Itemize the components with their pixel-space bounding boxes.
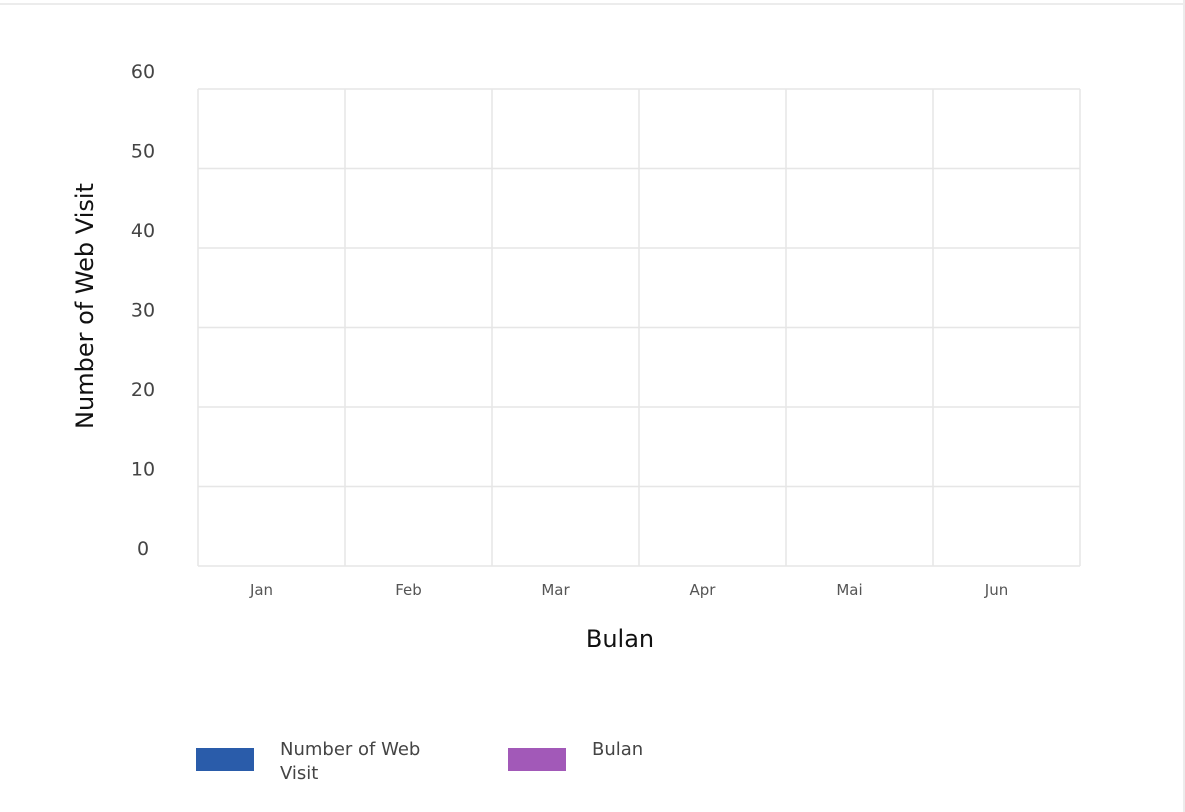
- x-tick-label: Jun: [984, 581, 1008, 599]
- legend-label: Number of Web Visit: [280, 739, 421, 784]
- right-border: [1183, 0, 1185, 812]
- y-tick-label: 20: [131, 379, 155, 401]
- legend-item-web-visit[interactable]: Number of Web Visit: [196, 738, 450, 786]
- y-tick-label: 50: [131, 141, 155, 163]
- x-tick-label: Jan: [249, 581, 273, 599]
- top-border: [0, 0, 1185, 5]
- y-axis-ticks: 0 10 20 30 40 50 60: [131, 61, 155, 560]
- x-tick-label: Apr: [690, 581, 717, 599]
- x-axis-title: Bulan: [586, 625, 654, 653]
- chart: 0 10 20 30 40 50 60 Jan Feb Mar Apr Mai Jun Number …: [71, 61, 1081, 653]
- x-tick-label: Mar: [541, 581, 570, 599]
- legend-swatch: [196, 748, 254, 771]
- x-tick-label: Feb: [395, 581, 422, 599]
- y-tick-label: 10: [131, 459, 155, 481]
- y-tick-label: 40: [131, 220, 155, 242]
- x-axis-ticks: Jan Feb Mar Apr Mai Jun: [249, 581, 1008, 599]
- chart-legend: Number of Web Visit Bulan: [196, 738, 728, 786]
- x-tick-label: Mai: [836, 581, 862, 599]
- y-axis-title: Number of Web Visit: [71, 183, 99, 429]
- legend-item-bulan[interactable]: Bulan: [508, 738, 672, 786]
- chart-grid: [197, 88, 1081, 567]
- legend-label: Bulan: [592, 739, 644, 760]
- y-tick-label: 60: [131, 61, 155, 83]
- y-tick-label: 30: [131, 300, 155, 322]
- y-tick-label: 0: [137, 538, 149, 560]
- legend-swatch: [508, 748, 566, 771]
